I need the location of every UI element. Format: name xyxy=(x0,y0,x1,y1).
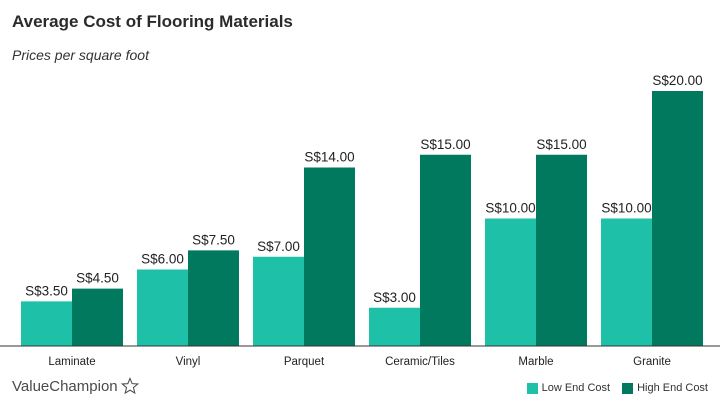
data-label: S$7.00 xyxy=(257,239,300,254)
data-label: S$15.00 xyxy=(536,137,586,152)
bar-low-ceramic-tiles xyxy=(369,307,420,346)
data-label: S$14.00 xyxy=(304,150,354,165)
bar-high-parquet xyxy=(304,167,355,346)
data-label: S$3.50 xyxy=(25,283,68,298)
legend-label-low: Low End Cost xyxy=(541,382,611,394)
x-tick-label: Vinyl xyxy=(176,356,201,368)
x-tick-label: Marble xyxy=(518,356,553,368)
data-label: S$10.00 xyxy=(485,201,535,216)
legend-item-low: Low End Cost xyxy=(526,382,611,394)
bar-high-vinyl xyxy=(188,250,239,346)
brand-logo: ValueChampion xyxy=(12,377,139,395)
chart-legend: Low End Cost High End Cost xyxy=(526,382,708,394)
data-label: S$20.00 xyxy=(652,73,702,88)
legend-item-high: High End Cost xyxy=(622,382,708,394)
data-label: S$3.00 xyxy=(373,290,416,305)
bar-low-vinyl xyxy=(137,269,188,346)
data-label: S$6.00 xyxy=(141,252,184,267)
bar-low-marble xyxy=(485,218,536,346)
x-tick-label: Laminate xyxy=(48,356,95,368)
legend-label-high: High End Cost xyxy=(637,382,708,394)
legend-swatch-high xyxy=(622,382,634,394)
bar-high-ceramic-tiles xyxy=(420,154,471,346)
data-label: S$4.50 xyxy=(76,271,119,286)
x-tick-label: Parquet xyxy=(284,356,325,368)
data-label: S$15.00 xyxy=(420,137,470,152)
bar-high-laminate xyxy=(72,288,123,346)
legend-swatch-low xyxy=(526,382,538,394)
x-tick-label: Granite xyxy=(633,356,671,368)
data-label: S$10.00 xyxy=(601,201,651,216)
x-tick-label: Ceramic/Tiles xyxy=(385,356,455,368)
bar-high-granite xyxy=(652,91,703,346)
data-label: S$7.50 xyxy=(192,232,235,247)
brand-name: ValueChampion xyxy=(12,377,118,395)
bar-high-marble xyxy=(536,154,587,346)
chart-title: Average Cost of Flooring Materials xyxy=(12,12,293,31)
chart-subtitle: Prices per square foot xyxy=(12,47,149,63)
bar-low-granite xyxy=(601,218,652,346)
bar-low-parquet xyxy=(253,256,304,346)
bar-low-laminate xyxy=(21,301,72,346)
star-outline-icon xyxy=(120,377,139,395)
